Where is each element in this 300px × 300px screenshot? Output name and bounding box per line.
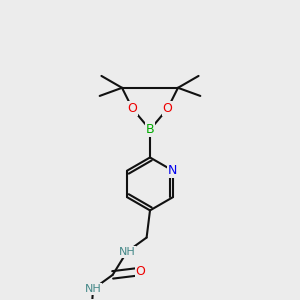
Text: B: B (146, 123, 154, 136)
Text: O: O (128, 102, 137, 115)
Text: O: O (136, 265, 146, 278)
Text: NH: NH (118, 247, 135, 257)
Text: N: N (168, 164, 178, 177)
Text: O: O (163, 102, 172, 115)
Text: NH: NH (85, 284, 101, 294)
